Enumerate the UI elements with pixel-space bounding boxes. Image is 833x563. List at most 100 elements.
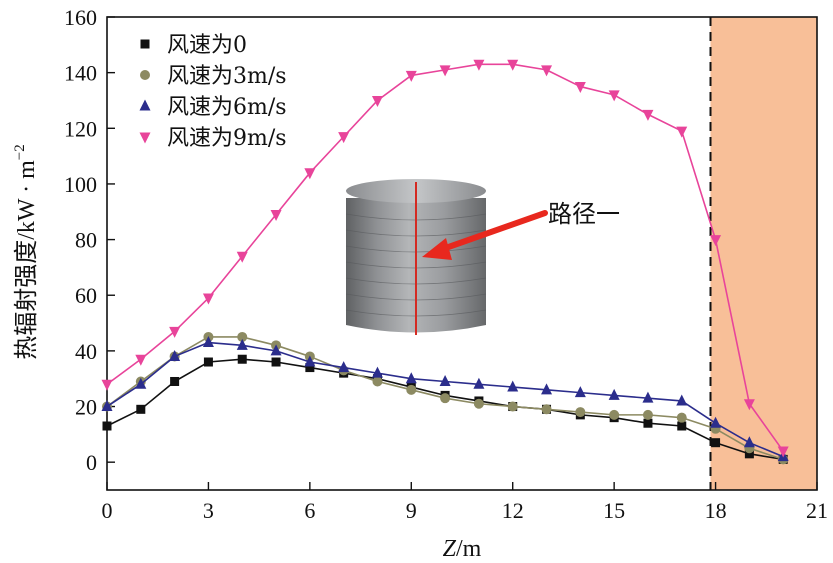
- series-0-point-19: [744, 449, 754, 459]
- series-2-point-0: [101, 400, 113, 412]
- series-2-point-6: [304, 355, 316, 367]
- series-2-point-9: [405, 372, 417, 384]
- series-2-point-1: [135, 377, 147, 389]
- series-0-point-0: [102, 421, 112, 431]
- x-axis-label: Z/m: [443, 536, 482, 562]
- series-0-point-4: [237, 354, 247, 364]
- x-tick-label-6: 6: [304, 498, 315, 523]
- annotation-arrow-head: [422, 238, 452, 260]
- series-1-point-4: [237, 331, 248, 342]
- series-1-point-12: [507, 401, 518, 412]
- series-2-point-17: [676, 394, 688, 406]
- series-2-point-16: [642, 391, 654, 403]
- series-3: [101, 59, 789, 458]
- series-2-point-19: [743, 436, 755, 448]
- legend: 风速为0 风速为3m/s 风速为6m/s 风速为9m/s: [139, 33, 287, 151]
- series-0-point-1: [136, 404, 146, 414]
- series-0-point-6: [305, 363, 315, 373]
- y-tick-label-140: 140: [64, 61, 97, 86]
- axis-labels: Z/m 热辐射强度/kW · m−2: [12, 144, 482, 562]
- series-3-point-16: [642, 109, 654, 121]
- series-3-point-19: [743, 399, 755, 411]
- legend-marker-0: [140, 39, 150, 49]
- series-2-point-3: [202, 336, 214, 348]
- shaded-region: [710, 17, 817, 490]
- series-2-point-10: [439, 374, 451, 386]
- series-0-point-16: [643, 418, 653, 428]
- y-tick-label-80: 80: [75, 228, 97, 253]
- y-tick-label-20: 20: [75, 395, 97, 420]
- series-1-point-8: [372, 376, 383, 387]
- series-1-point-10: [440, 393, 451, 404]
- series-1-point-11: [473, 398, 484, 409]
- series-0-point-18: [711, 438, 721, 448]
- y-tick-label-160: 160: [64, 5, 97, 30]
- x-tick-label-18: 18: [705, 498, 727, 523]
- y-tick-label-120: 120: [64, 116, 97, 141]
- y-axis-label: 热辐射强度/kW · m−2: [12, 144, 40, 360]
- series-1-point-9: [406, 384, 417, 395]
- series-2-point-12: [507, 380, 519, 392]
- legend-marker-2: [139, 99, 151, 111]
- series-1: [102, 331, 789, 465]
- series-2-point-8: [371, 366, 383, 378]
- y-tick-label-100: 100: [64, 172, 97, 197]
- series-2-point-4: [236, 338, 248, 350]
- legend-marker-1: [140, 70, 150, 80]
- series-3-point-17: [676, 126, 688, 138]
- y-tick-label-0: 0: [86, 450, 97, 475]
- series-3-point-5: [270, 210, 282, 222]
- series-3-point-6: [304, 168, 316, 180]
- series-1-point-13: [541, 404, 552, 415]
- series-0-point-2: [170, 376, 180, 386]
- series-2-point-15: [608, 388, 620, 400]
- x-tick-label-15: 15: [603, 498, 625, 523]
- annotation-arrow-shaft: [437, 210, 548, 253]
- series-3-point-12: [507, 59, 519, 71]
- y-tick-label-40: 40: [75, 339, 97, 364]
- series-2-point-13: [541, 383, 553, 395]
- series-1-point-14: [575, 407, 586, 418]
- series-0-point-17: [677, 421, 687, 431]
- series-0-point-3: [203, 357, 213, 367]
- plot-frame: [106, 16, 818, 491]
- series-3-point-8: [371, 95, 383, 107]
- axes-layer: 0 3 6 9 12 15 18 21 0 20 40 60 80 100 120 140 160: [64, 5, 828, 523]
- series-0: [102, 354, 788, 464]
- legend-label-3: 风速为9m/s: [167, 126, 287, 151]
- series-3-point-18: [710, 235, 722, 247]
- series-3-point-10: [439, 65, 451, 77]
- series-3-point-0: [101, 379, 113, 391]
- series-3-point-2: [169, 326, 181, 338]
- series-3-point-3: [202, 293, 214, 305]
- series-2-point-7: [338, 361, 350, 373]
- series-0-point-5: [271, 357, 281, 367]
- series-2-point-11: [473, 377, 485, 389]
- y-tick-label-60: 60: [75, 283, 97, 308]
- series-3-point-15: [608, 90, 620, 102]
- shaded-region-layer: [709, 17, 817, 490]
- x-tick-label-21: 21: [806, 498, 828, 523]
- series-0-line: [106, 358, 784, 461]
- series-1-point-15: [609, 409, 620, 420]
- series-1-point-16: [642, 409, 653, 420]
- series-3-point-20: [777, 446, 789, 458]
- x-tick-label-12: 12: [502, 498, 524, 523]
- series-3-point-14: [574, 82, 586, 94]
- series-3-point-11: [473, 59, 485, 71]
- x-tick-label-0: 0: [102, 498, 113, 523]
- tank-inset-image: [345, 179, 487, 335]
- legend-label-0: 风速为0: [167, 33, 247, 58]
- annotation: 路径一: [422, 200, 620, 260]
- legend-label-2: 风速为6m/s: [167, 95, 287, 120]
- series-3-point-7: [338, 132, 350, 144]
- series-1-point-17: [676, 412, 687, 423]
- x-tick-label-9: 9: [406, 498, 417, 523]
- series-2-point-18: [710, 416, 722, 428]
- annotation-label: 路径一: [548, 200, 620, 228]
- series-3-point-4: [236, 251, 248, 263]
- series-2-point-5: [270, 344, 282, 356]
- series-2-point-14: [574, 386, 586, 398]
- x-tick-label-3: 3: [203, 498, 214, 523]
